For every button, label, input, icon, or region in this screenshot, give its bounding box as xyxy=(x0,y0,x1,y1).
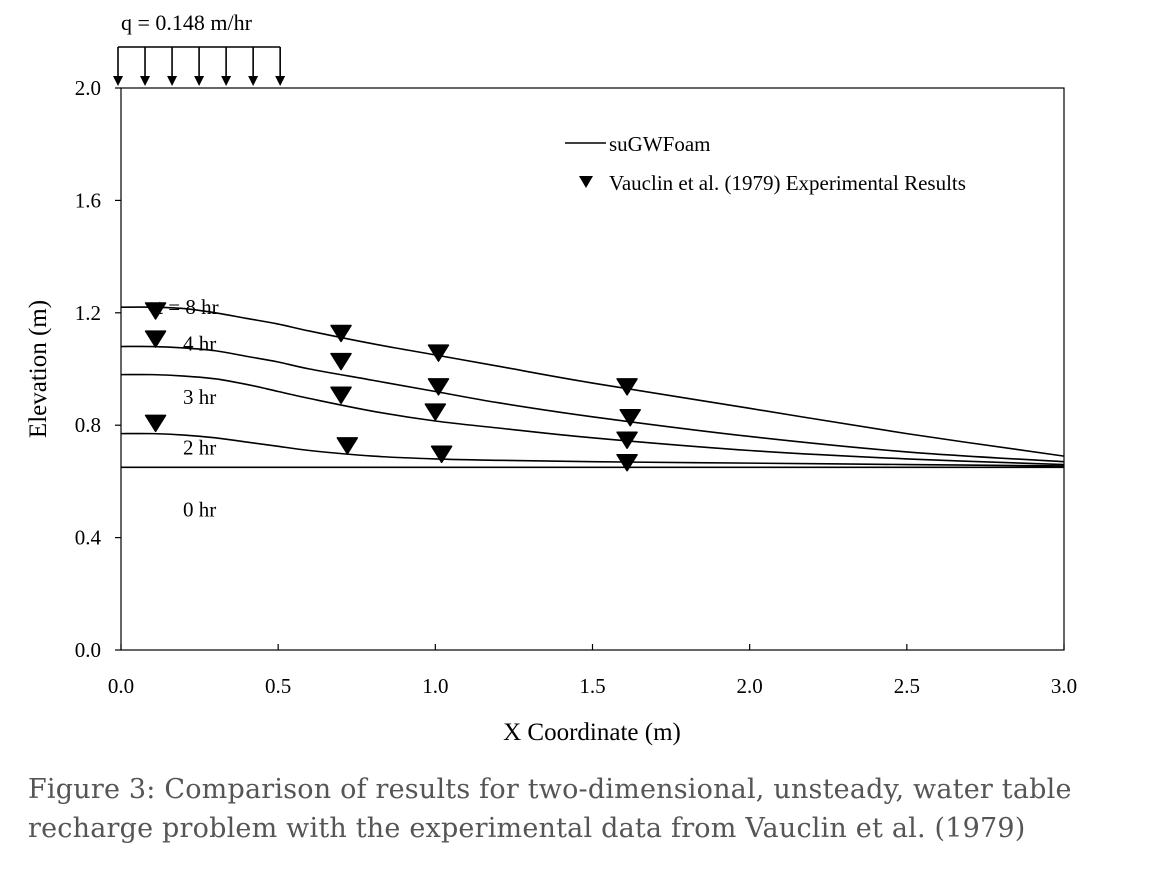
chart: 0.0 0.4 0.8 1.2 1.6 2.0 0.0 0.5 1.0 1.5 2.0 2.5 3.0… xyxy=(25,10,1077,746)
curve-line xyxy=(120,432,1065,467)
data-point-marker xyxy=(427,378,450,396)
data-point-marker xyxy=(616,431,638,449)
data-point-marker xyxy=(144,330,167,348)
x-tick-label: 1.0 xyxy=(422,674,448,698)
x-tick-label: 3.0 xyxy=(1051,674,1077,698)
x-tick-label: 1.5 xyxy=(579,674,605,698)
y-tick-label: 1.6 xyxy=(75,188,101,212)
experimental-markers xyxy=(144,302,641,472)
recharge-label: q = 0.148 m/hr xyxy=(121,10,253,35)
curve-label: 2 hr xyxy=(183,436,216,460)
y-axis: 0.0 0.4 0.8 1.2 1.6 2.0 xyxy=(75,76,121,662)
recharge-arrow-head xyxy=(140,76,151,86)
recharge-arrow-head xyxy=(221,76,232,86)
data-point-marker xyxy=(330,324,352,343)
y-axis-label: Elevation (m) xyxy=(25,300,52,438)
curve-line xyxy=(120,306,1065,457)
simulation-curves xyxy=(120,306,1065,469)
recharge-arrow-head xyxy=(275,76,286,86)
data-point-marker xyxy=(330,386,352,405)
recharge-arrow-head xyxy=(194,76,205,86)
x-axis-label: X Coordinate (m) xyxy=(503,719,681,746)
x-tick-label: 0.5 xyxy=(265,674,291,698)
data-point-marker xyxy=(336,437,359,455)
recharge-arrows xyxy=(113,46,286,86)
data-point-marker xyxy=(424,403,447,421)
curve-label: t = 8 hr xyxy=(157,295,218,319)
curve-line xyxy=(120,373,1065,466)
data-point-marker xyxy=(330,352,352,371)
recharge-arrow-head xyxy=(248,76,259,86)
curve-label: 0 hr xyxy=(183,498,216,522)
figure-caption: Figure 3: Comparison of results for two-… xyxy=(28,774,1072,844)
data-point-marker xyxy=(616,453,638,472)
y-tick-label: 0.0 xyxy=(75,638,101,662)
legend-marker-swatch xyxy=(579,176,593,188)
curve-line xyxy=(120,345,1065,463)
x-tick-label: 0.0 xyxy=(108,674,134,698)
data-point-marker xyxy=(430,445,453,464)
x-tick-label: 2.0 xyxy=(737,674,763,698)
data-point-marker xyxy=(619,409,641,427)
curve-label: 3 hr xyxy=(183,385,216,409)
x-tick-label: 2.5 xyxy=(894,674,920,698)
data-point-marker xyxy=(616,378,638,396)
data-point-marker xyxy=(427,344,450,362)
recharge-arrow-head xyxy=(113,76,123,86)
y-tick-label: 2.0 xyxy=(75,76,101,100)
y-tick-label: 0.8 xyxy=(75,413,101,437)
curve-label: 4 hr xyxy=(183,332,216,356)
legend: suGWFoam Vauclin et al. (1979) Experimen… xyxy=(565,132,966,195)
legend-marker-label: Vauclin et al. (1979) Experimental Resul… xyxy=(609,171,966,195)
curve-labels: 0 hr 2 hr 3 hr 4 hr t = 8 hr xyxy=(157,295,218,521)
legend-line-label: suGWFoam xyxy=(609,132,711,156)
x-axis: 0.0 0.5 1.0 1.5 2.0 2.5 3.0 xyxy=(108,644,1077,698)
data-point-marker xyxy=(144,414,167,433)
y-tick-label: 1.2 xyxy=(75,301,101,325)
y-tick-label: 0.4 xyxy=(75,526,102,550)
recharge-arrow-head xyxy=(167,76,178,86)
data-point-marker xyxy=(144,302,167,320)
